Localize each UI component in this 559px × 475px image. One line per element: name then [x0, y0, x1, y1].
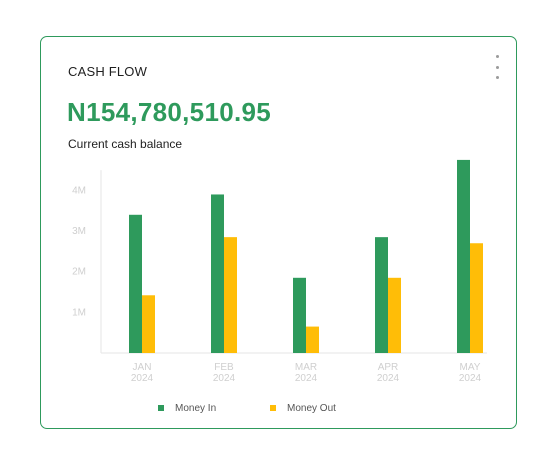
bar-money-out	[224, 237, 237, 353]
x-tick-label-month: MAY	[460, 362, 481, 373]
card-title: CASH FLOW	[68, 64, 148, 79]
x-tick-label-year: 2024	[295, 373, 318, 384]
legend-money-out-label: Money Out	[287, 403, 336, 414]
bar-money-in	[375, 237, 388, 353]
kebab-dot	[495, 76, 499, 79]
legend-money-out-swatch	[270, 405, 276, 411]
y-tick-label: 3M	[72, 226, 86, 237]
bar-money-in	[293, 277, 306, 353]
more-vertical-icon[interactable]	[490, 55, 504, 79]
y-tick-label: 2M	[72, 267, 86, 278]
y-tick-label: 1M	[72, 307, 86, 318]
kebab-dot	[495, 55, 499, 58]
legend-money-in-swatch	[158, 405, 164, 411]
cash-balance-label: Current cash balance	[68, 137, 183, 151]
cash-flow-card: CASH FLOW N154,780,510.95 Current cash b…	[40, 36, 517, 429]
x-tick-label-year: 2024	[213, 373, 236, 384]
cash-balance-value: N154,780,510.95	[67, 97, 272, 127]
x-tick-label-month: MAR	[295, 362, 317, 373]
x-tick-label-month: JAN	[133, 362, 152, 373]
legend-money-in-label: Money In	[175, 403, 216, 414]
kebab-dot	[495, 65, 499, 69]
bar-money-out	[306, 326, 319, 353]
bar-money-in	[211, 194, 224, 353]
x-tick-label-year: 2024	[131, 373, 154, 384]
x-tick-label-month: APR	[378, 362, 399, 373]
x-tick-label-month: FEB	[214, 362, 234, 373]
x-tick-label-year: 2024	[459, 373, 482, 384]
bar-money-out	[142, 295, 155, 353]
bar-money-out	[388, 277, 401, 353]
bar-money-in	[129, 214, 142, 353]
bar-money-out	[470, 243, 483, 353]
cash-flow-bar-chart: 1M2M3M4MJAN2024FEB2024MAR2024APR2024MAY2…	[72, 159, 487, 414]
y-tick-label: 4M	[72, 185, 86, 196]
bar-money-in	[457, 159, 470, 353]
x-tick-label-year: 2024	[377, 373, 400, 384]
